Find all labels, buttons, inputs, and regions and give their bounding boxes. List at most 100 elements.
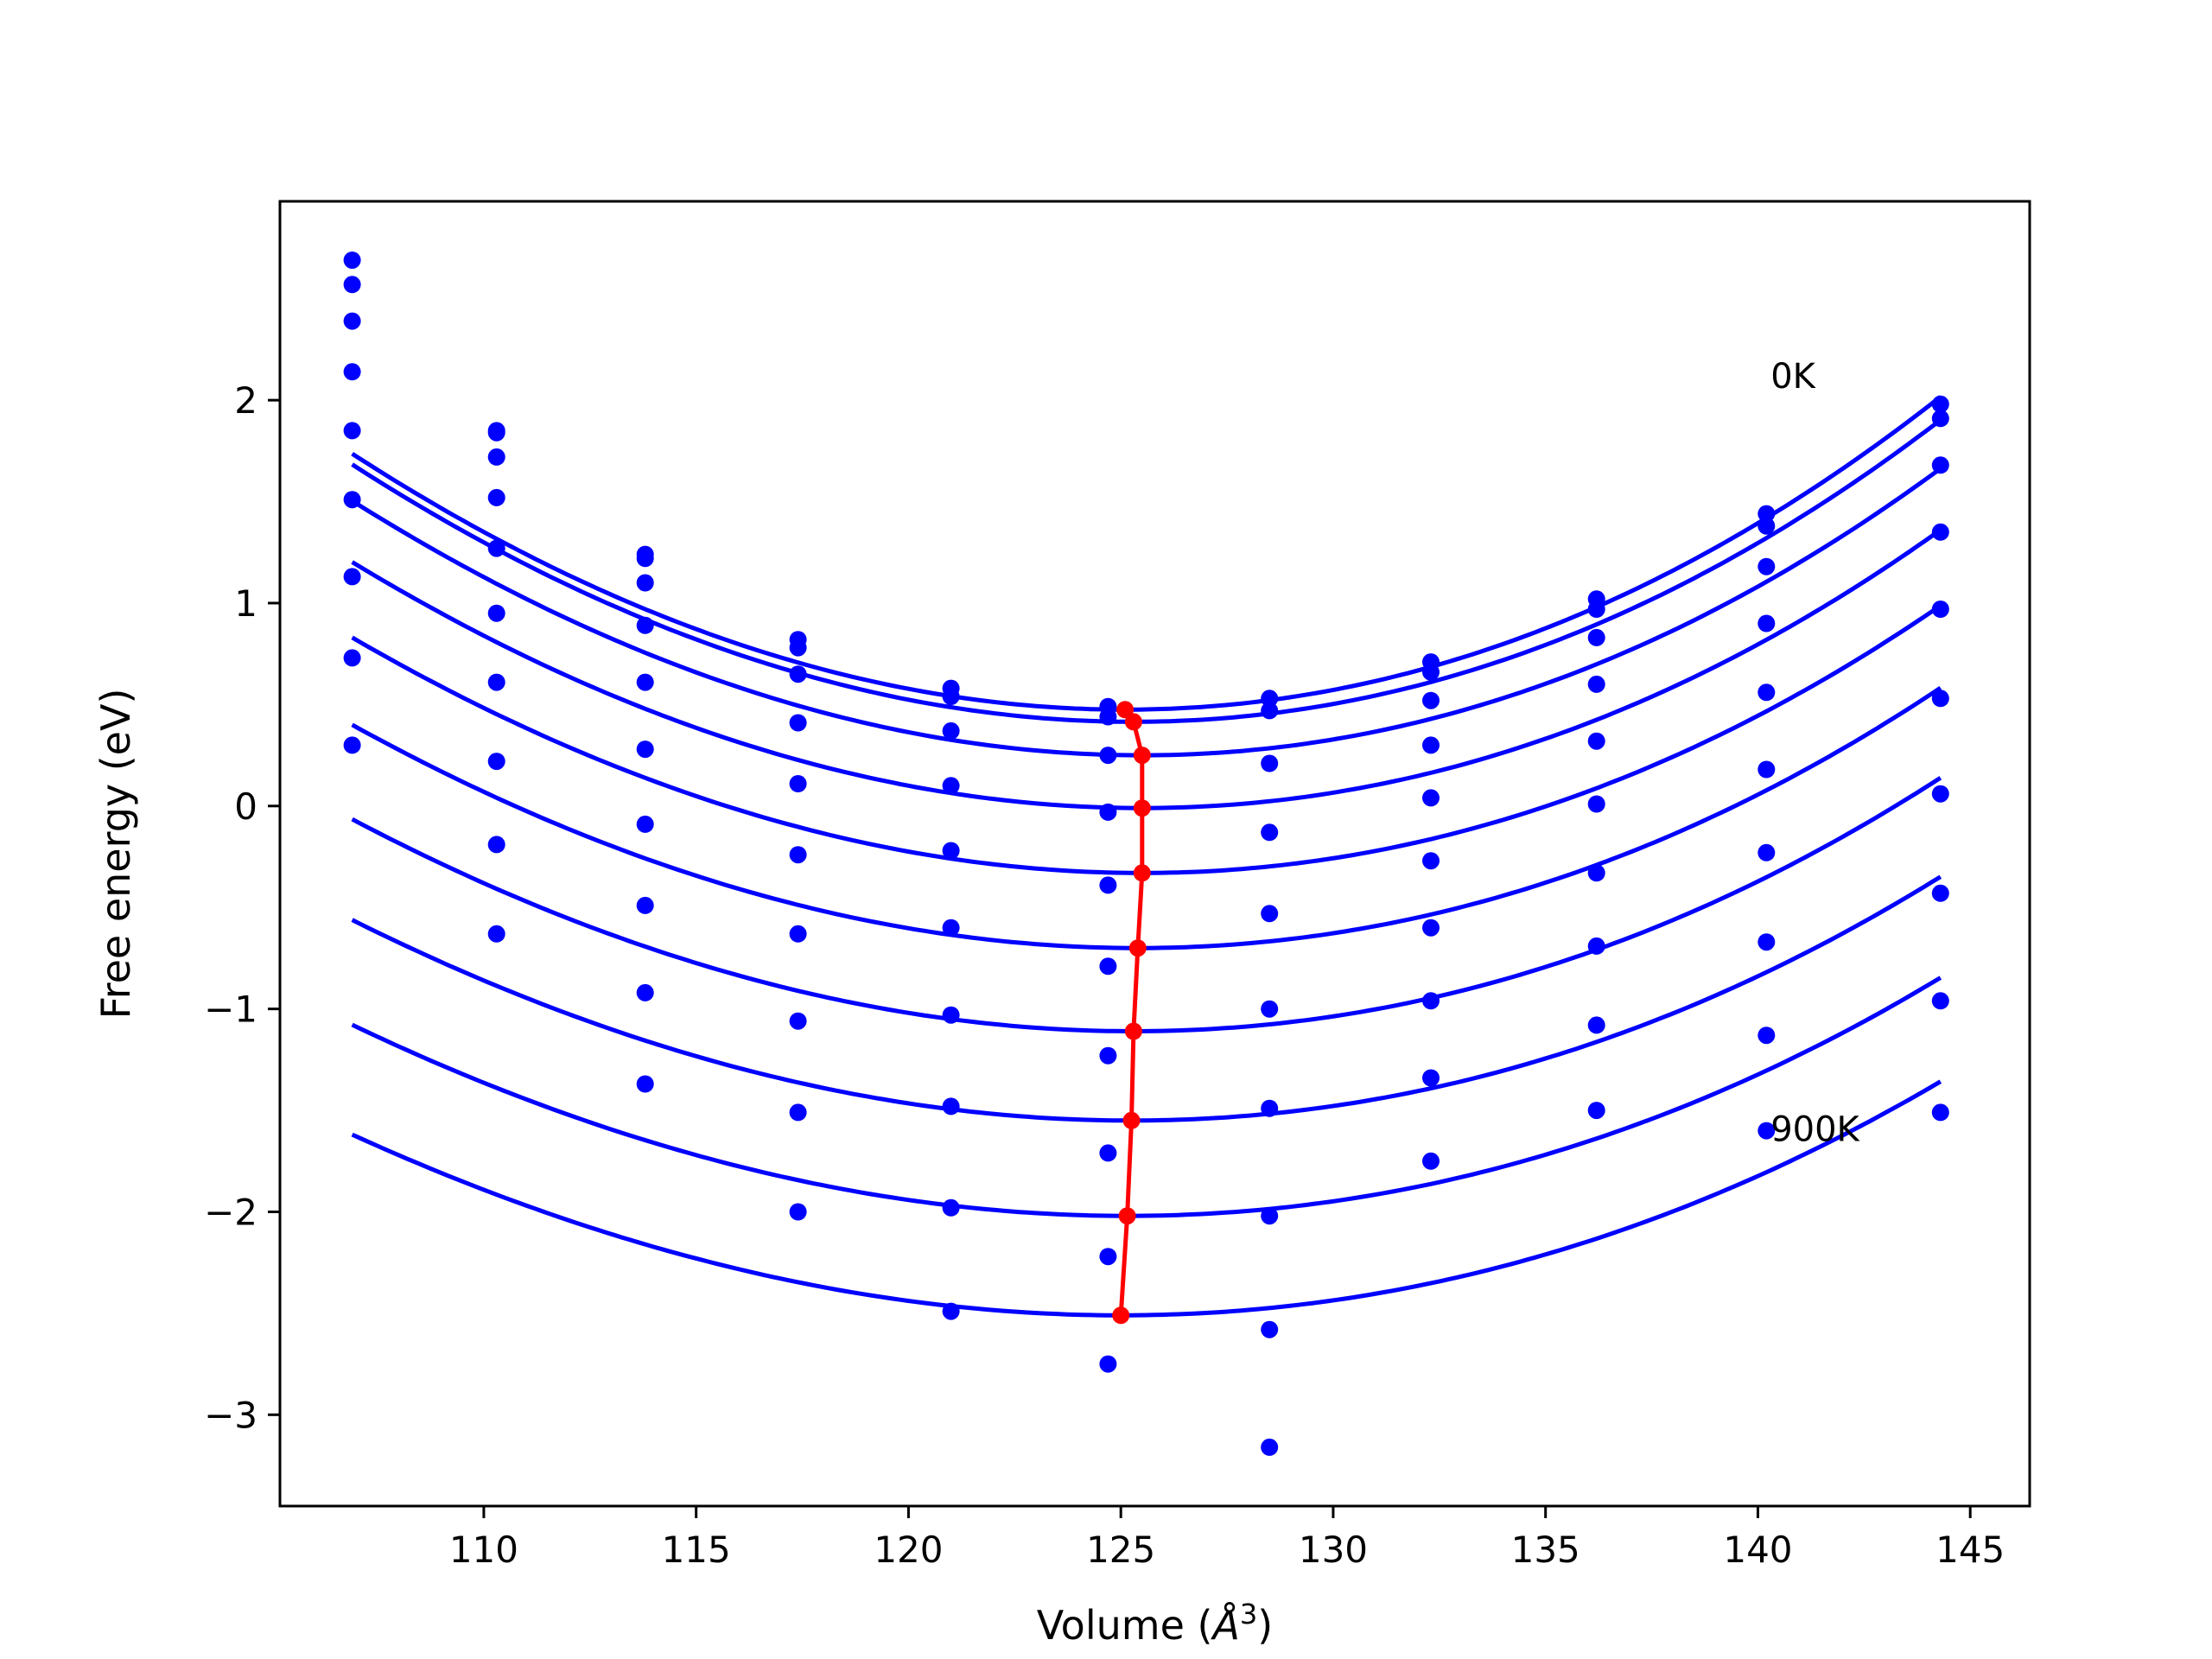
data-point-s3-v3 (789, 714, 807, 732)
data-point-s1-v4 (942, 688, 960, 705)
data-point-s8-v0 (343, 736, 361, 754)
axis-ticks: 110 115 120 125 130 135 140 145 −3 −2 −1 0 1 2 (204, 379, 2005, 1571)
data-points (343, 251, 1949, 1456)
data-point-s1-v8 (1587, 601, 1605, 618)
fit-curve-6 (351, 776, 1942, 1033)
data-point-s5-v0 (343, 491, 361, 509)
data-point-s2-v7 (1422, 691, 1440, 709)
fit-curve-0 (351, 395, 1942, 712)
data-point-s4-v8 (1587, 732, 1605, 750)
data-point-s3-v7 (1422, 736, 1440, 754)
data-point-s4-v5 (1099, 876, 1117, 894)
data-point-s5-v7 (1422, 852, 1440, 870)
data-point-s5-v10 (1931, 690, 1949, 708)
data-point-s0-v10 (1931, 395, 1949, 413)
data-point-s2-v0 (343, 312, 361, 330)
x-tick-label-125: 125 (1086, 1529, 1155, 1571)
minimum-point-6 (1124, 1022, 1142, 1040)
data-point-s5-v6 (1261, 1000, 1279, 1018)
data-point-s1-v0 (343, 276, 361, 294)
minimum-point-1 (1124, 713, 1142, 731)
data-point-s2-v2 (636, 574, 654, 592)
x-tick-label-130: 130 (1299, 1529, 1368, 1571)
data-point-s8-v10 (1931, 992, 1949, 1010)
x-tick-label-135: 135 (1511, 1529, 1580, 1571)
minimum-point-9 (1112, 1306, 1130, 1325)
data-point-s5-v9 (1758, 760, 1776, 779)
data-point-s1-v5 (1099, 708, 1117, 726)
minimum-point-2 (1133, 747, 1151, 765)
data-point-s5-v1 (487, 604, 505, 622)
annotation-0k: 0K (1770, 357, 1816, 397)
data-point-s9-v6 (1261, 1438, 1279, 1456)
data-point-s1-v2 (636, 550, 654, 568)
data-point-s7-v7 (1422, 992, 1440, 1010)
x-tick-label-110: 110 (449, 1529, 518, 1571)
data-point-s2-v8 (1587, 628, 1605, 646)
data-point-s2-v6 (1261, 754, 1279, 772)
data-point-s6-v2 (636, 815, 654, 833)
y-tick-label-3: 0 (234, 785, 257, 828)
fit-curve-8 (351, 976, 1942, 1218)
data-point-s4-v9 (1758, 683, 1776, 702)
data-point-s6-v10 (1931, 785, 1949, 803)
data-point-s1-v3 (789, 639, 807, 657)
data-point-s4-v1 (487, 539, 505, 557)
data-point-s3-v10 (1931, 523, 1949, 541)
data-point-s9-v9 (1758, 1122, 1776, 1140)
x-axis-label-suffix: ) (1257, 1602, 1273, 1649)
data-point-s7-v1 (487, 753, 505, 771)
data-point-s9-v7 (1422, 1152, 1440, 1170)
data-point-s5-v2 (636, 741, 654, 759)
data-point-s9-v10 (1931, 1103, 1949, 1122)
data-point-s2-v5 (1099, 747, 1117, 765)
data-point-s0-v9 (1758, 505, 1776, 523)
y-tick-label-5: 2 (234, 379, 257, 422)
data-point-s6-v1 (487, 673, 505, 691)
data-point-s6-v3 (789, 925, 807, 943)
data-point-s1-v9 (1758, 517, 1776, 535)
data-point-s5-v5 (1099, 957, 1117, 976)
plot-frame (278, 200, 2031, 1508)
data-point-s2-v10 (1931, 456, 1949, 474)
x-axis-label-exponent: 3 (1240, 1598, 1257, 1630)
data-point-s5-v8 (1587, 795, 1605, 813)
minimum-point-0 (1116, 701, 1135, 719)
fit-curve-1 (351, 418, 1942, 724)
data-point-s7-v8 (1587, 937, 1605, 955)
minimum-point-8 (1118, 1207, 1136, 1225)
data-point-s9-v1 (487, 925, 505, 943)
data-point-s9-v2 (636, 1075, 654, 1093)
data-point-s6-v4 (942, 1006, 960, 1024)
data-point-s9-v5 (1099, 1355, 1117, 1373)
data-point-s8-v7 (1422, 1069, 1440, 1087)
data-point-s8-v4 (942, 1198, 960, 1217)
data-point-s6-v7 (1422, 918, 1440, 937)
fit-curve-2 (351, 467, 1942, 758)
data-point-s2-v4 (942, 721, 960, 740)
annotation-900k: 900K (1770, 1109, 1860, 1149)
data-point-s4-v7 (1422, 789, 1440, 807)
data-point-s7-v10 (1931, 884, 1949, 902)
x-tick-label-145: 145 (1936, 1529, 2005, 1571)
x-axis-label-symbol: Å (1210, 1602, 1239, 1649)
x-axis-label: Volume (Å3) (1037, 1598, 1273, 1649)
data-point-s6-v9 (1758, 843, 1776, 861)
fit-curve-4 (351, 603, 1942, 875)
data-point-s6-v5 (1099, 1046, 1117, 1065)
data-point-s8-v3 (789, 1103, 807, 1122)
data-point-s6-v0 (343, 568, 361, 586)
data-point-s8-v9 (1758, 1027, 1776, 1045)
data-point-s8-v8 (1587, 1016, 1605, 1034)
data-point-s3-v4 (942, 777, 960, 795)
data-point-s7-v5 (1099, 1144, 1117, 1162)
minima-line (1118, 708, 1145, 1316)
data-point-s9-v4 (942, 1302, 960, 1320)
data-point-s2-v1 (487, 448, 505, 466)
y-tick-label-0: −3 (204, 1394, 257, 1436)
data-point-s7-v4 (942, 1097, 960, 1116)
minimum-point-7 (1122, 1111, 1141, 1129)
data-point-s8-v6 (1261, 1320, 1279, 1338)
data-point-s4-v6 (1261, 905, 1279, 923)
